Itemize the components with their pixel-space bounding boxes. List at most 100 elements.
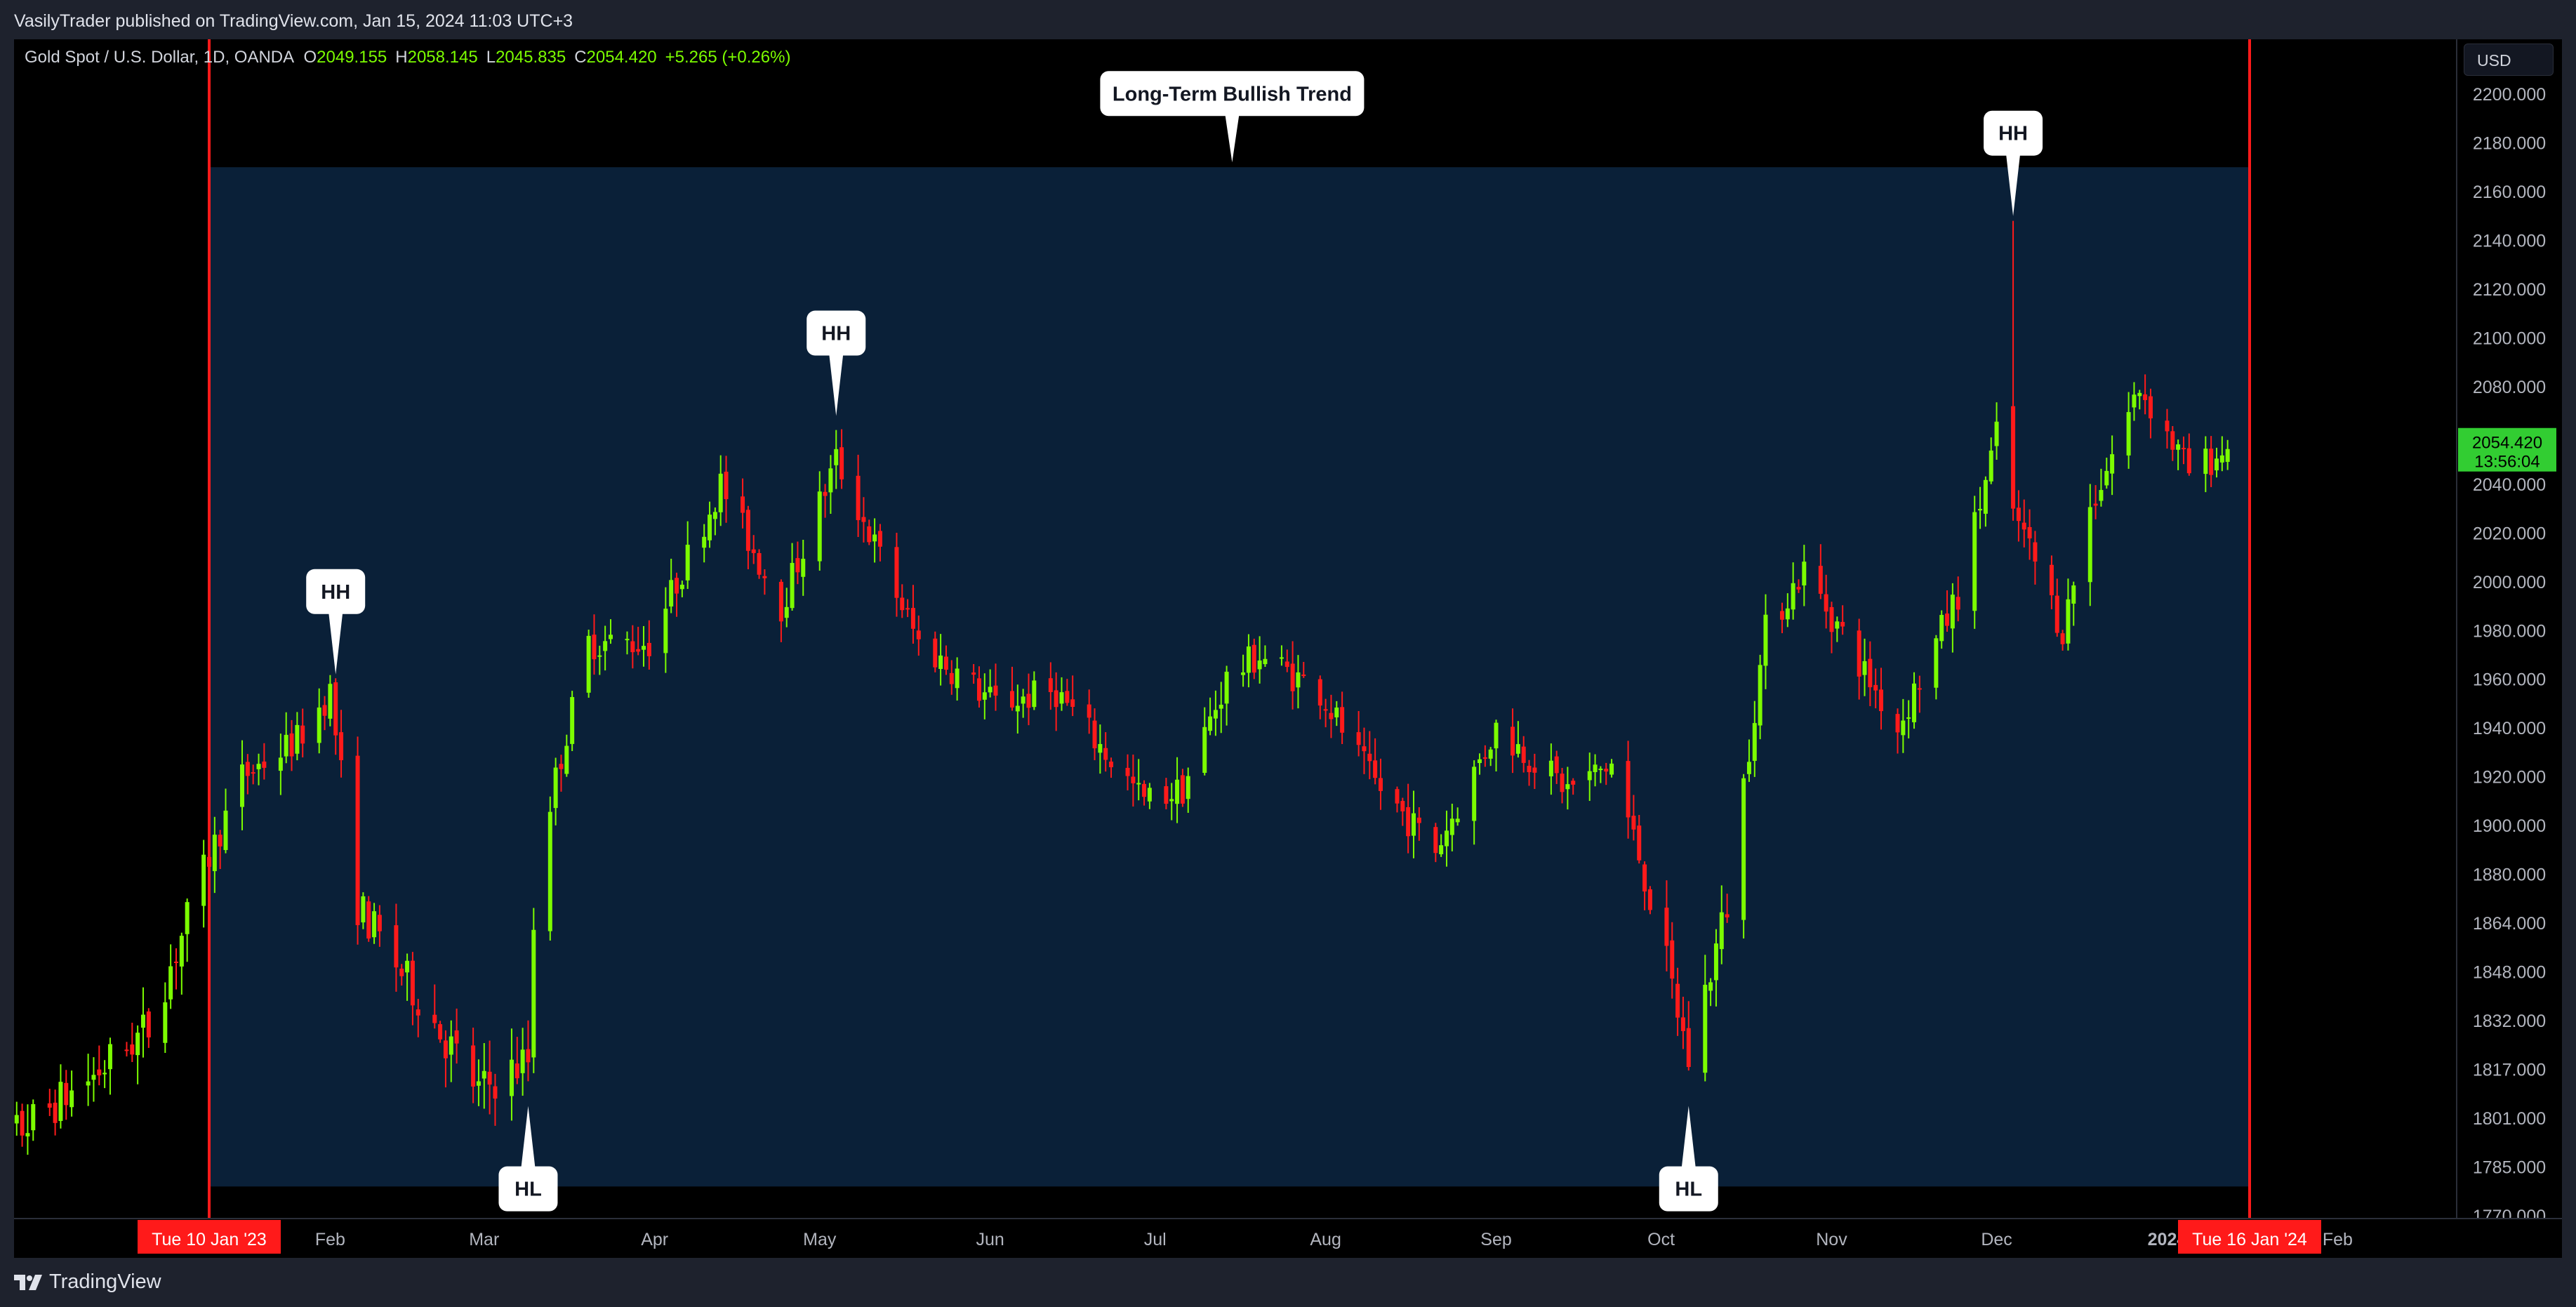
- candle[interactable]: [1213, 690, 1218, 736]
- higher-low-callout[interactable]: HL: [498, 1106, 558, 1212]
- candle[interactable]: [1532, 753, 1537, 789]
- candle[interactable]: [1565, 767, 1570, 810]
- candle[interactable]: [514, 1037, 519, 1084]
- candle[interactable]: [839, 429, 844, 489]
- candle[interactable]: [856, 454, 861, 538]
- candle[interactable]: [1009, 666, 1014, 711]
- candle[interactable]: [1686, 1001, 1691, 1071]
- candle[interactable]: [97, 1045, 102, 1086]
- candle[interactable]: [410, 952, 415, 1026]
- candle[interactable]: [1021, 689, 1025, 718]
- candle[interactable]: [2181, 436, 2186, 465]
- candle[interactable]: [1032, 671, 1037, 710]
- candle[interactable]: [2054, 578, 2059, 637]
- candle[interactable]: [1824, 574, 1828, 629]
- candle[interactable]: [834, 430, 839, 489]
- candle[interactable]: [1284, 649, 1289, 672]
- candle[interactable]: [366, 896, 371, 942]
- candle[interactable]: [185, 898, 190, 962]
- candle[interactable]: [278, 734, 283, 795]
- candle[interactable]: [1478, 753, 1482, 775]
- candle[interactable]: [1675, 967, 1680, 1036]
- candle[interactable]: [1059, 677, 1064, 711]
- candle[interactable]: [1868, 641, 1873, 707]
- candle[interactable]: [1439, 834, 1444, 857]
- candle[interactable]: [982, 673, 987, 719]
- candle[interactable]: [1873, 668, 1878, 709]
- candle[interactable]: [1494, 719, 1499, 771]
- candle[interactable]: [1257, 636, 1262, 684]
- candle[interactable]: [949, 660, 954, 695]
- candle[interactable]: [559, 755, 564, 792]
- candle[interactable]: [256, 753, 261, 785]
- candle[interactable]: [745, 505, 750, 569]
- candle[interactable]: [669, 559, 674, 613]
- candle[interactable]: [31, 1099, 36, 1141]
- candle[interactable]: [520, 1028, 525, 1096]
- candle[interactable]: [910, 585, 915, 644]
- candle[interactable]: [1587, 752, 1592, 801]
- candle[interactable]: [531, 908, 536, 1073]
- legend-symbol[interactable]: Gold Spot / U.S. Dollar, 1D, OANDA: [25, 48, 295, 67]
- candle[interactable]: [1449, 803, 1454, 851]
- candle[interactable]: [1879, 668, 1884, 730]
- candle[interactable]: [564, 734, 569, 777]
- candle[interactable]: [976, 666, 981, 708]
- candle[interactable]: [861, 497, 866, 543]
- candle[interactable]: [1411, 790, 1416, 858]
- candle[interactable]: [2170, 425, 2175, 461]
- candle[interactable]: [1670, 922, 1675, 999]
- candle[interactable]: [2033, 531, 2038, 585]
- candle[interactable]: [872, 518, 877, 563]
- candle[interactable]: [1131, 754, 1136, 807]
- candle[interactable]: [1142, 780, 1147, 806]
- candle[interactable]: [1604, 762, 1609, 785]
- candle[interactable]: [300, 708, 305, 758]
- candle[interactable]: [2110, 435, 2115, 496]
- candle[interactable]: [1070, 675, 1075, 717]
- range-date-label[interactable]: Tue 10 Jan '23: [138, 1220, 281, 1254]
- candle[interactable]: [2021, 499, 2026, 548]
- candle[interactable]: [1741, 774, 1746, 938]
- candle[interactable]: [547, 796, 552, 941]
- candle[interactable]: [1416, 807, 1421, 841]
- candle[interactable]: [2027, 509, 2032, 560]
- candle[interactable]: [685, 521, 690, 589]
- candle[interactable]: [553, 757, 558, 825]
- candle[interactable]: [1746, 739, 1751, 782]
- candle[interactable]: [1164, 778, 1169, 809]
- candle[interactable]: [1796, 579, 1801, 593]
- candle[interactable]: [2071, 581, 2076, 626]
- candle[interactable]: [1395, 786, 1400, 813]
- candle[interactable]: [1472, 760, 1477, 845]
- candle[interactable]: [608, 619, 613, 644]
- candle[interactable]: [1065, 679, 1070, 706]
- candle[interactable]: [636, 626, 641, 656]
- candle[interactable]: [817, 471, 822, 571]
- candle[interactable]: [784, 588, 789, 628]
- candle[interactable]: [702, 524, 707, 563]
- candle[interactable]: [828, 455, 833, 514]
- candle[interactable]: [1186, 767, 1190, 813]
- candle[interactable]: [2186, 433, 2191, 476]
- candle[interactable]: [102, 1060, 107, 1089]
- candle[interactable]: [1950, 583, 1955, 653]
- candle[interactable]: [1989, 437, 1993, 484]
- candle[interactable]: [1329, 694, 1334, 738]
- candle[interactable]: [471, 1028, 476, 1103]
- candle[interactable]: [795, 541, 800, 585]
- candle[interactable]: [416, 999, 420, 1037]
- candle[interactable]: [1779, 602, 1784, 634]
- candle[interactable]: [597, 645, 602, 675]
- candle[interactable]: [603, 625, 608, 671]
- candle[interactable]: [317, 688, 321, 754]
- candle[interactable]: [179, 932, 184, 995]
- candle[interactable]: [1400, 797, 1405, 826]
- candle[interactable]: [1109, 757, 1114, 778]
- candle[interactable]: [124, 1042, 129, 1057]
- candle[interactable]: [2219, 436, 2224, 472]
- candle[interactable]: [2165, 409, 2170, 449]
- candle[interactable]: [130, 1022, 135, 1062]
- candle[interactable]: [1664, 880, 1669, 971]
